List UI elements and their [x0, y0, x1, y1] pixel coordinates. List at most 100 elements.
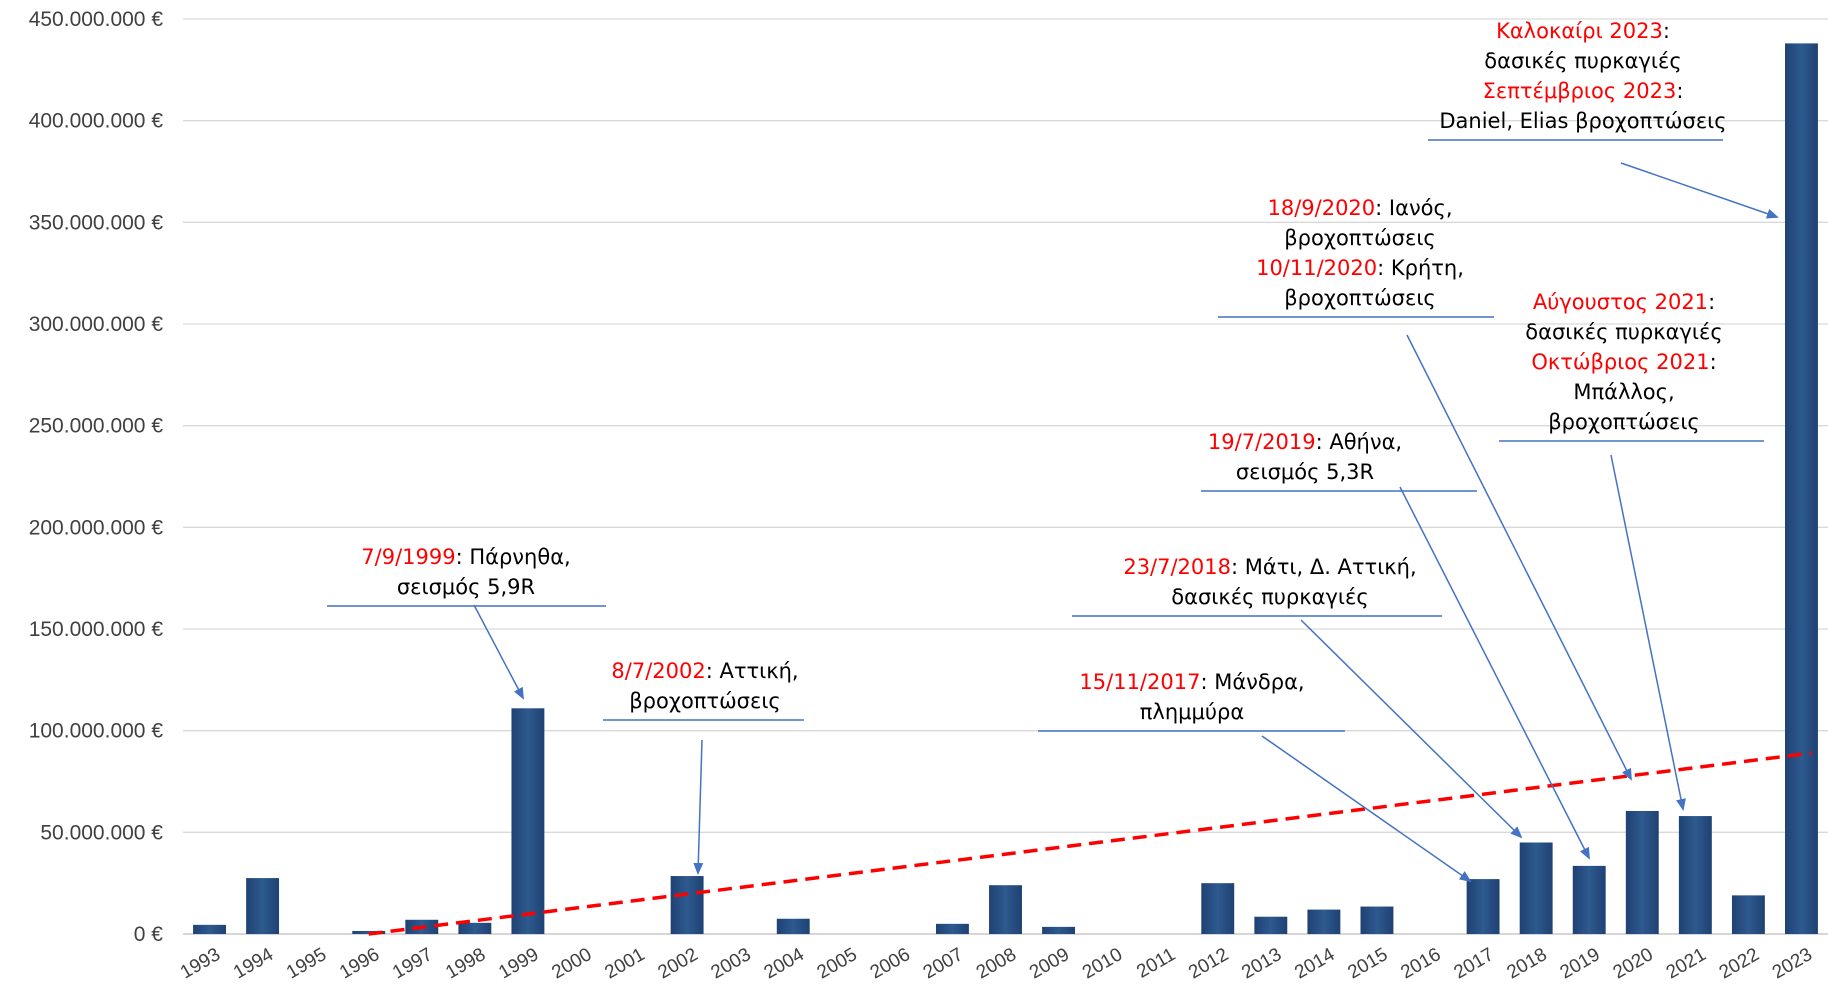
x-tick-label: 2001: [601, 944, 648, 983]
y-tick-label: 150.000.000 €: [29, 618, 164, 641]
annotation-text: πλημμύρα: [1140, 700, 1244, 724]
bar: [1254, 916, 1288, 934]
x-tick-label: 2016: [1397, 944, 1444, 983]
bar: [246, 878, 280, 934]
y-tick-label: 0 €: [134, 923, 164, 946]
x-tick-label: 2003: [708, 944, 755, 983]
bar: [989, 885, 1022, 934]
x-tick-label: 1995: [283, 944, 330, 983]
annotation-text: δασικές πυρκαγιές: [1171, 585, 1368, 609]
annotation-text: 23/7/2018: Μάτι, Δ. Αττική,: [1123, 555, 1416, 579]
x-tick-label: 2008: [973, 944, 1020, 983]
annotation-text: Μπάλλος,: [1573, 380, 1674, 404]
x-tick-label: 2010: [1079, 944, 1126, 983]
annotation-text: δασικές πυρκαγιές: [1525, 320, 1722, 344]
x-tick-label: 2021: [1663, 944, 1710, 983]
annotation-text: βροχοπτώσεις: [1548, 410, 1700, 434]
x-tick-label: 2005: [814, 944, 861, 983]
x-tick-label: 2011: [1133, 944, 1179, 983]
x-tick-label: 2020: [1610, 944, 1657, 983]
annotation-text: βροχοπτώσεις: [1284, 226, 1436, 250]
bar: [511, 708, 545, 934]
bar: [670, 876, 704, 934]
x-tick-label: 2015: [1344, 944, 1391, 983]
x-tick-label: 2023: [1769, 944, 1816, 983]
y-tick-label: 50.000.000 €: [40, 821, 163, 844]
bar: [1519, 842, 1553, 934]
annotation-text: 10/11/2020: Κρήτη,: [1256, 256, 1464, 280]
annotation-text: Καλοκαίρι 2023:: [1496, 19, 1670, 43]
trendline-line: [368, 751, 1812, 936]
x-tick-label: 2006: [867, 944, 914, 983]
trendline: [368, 751, 1812, 936]
annotation-arrow: [1399, 486, 1590, 860]
y-tick-label: 450.000.000 €: [29, 8, 164, 31]
y-tick-label: 300.000.000 €: [29, 313, 164, 336]
bar: [1466, 879, 1500, 934]
annotation-arrow: [1406, 334, 1632, 781]
x-tick-label: 1998: [442, 944, 489, 983]
annotation-text: βροχοπτώσεις: [629, 689, 781, 713]
x-tick-label: 1997: [389, 944, 436, 983]
bar: [1785, 43, 1818, 934]
y-tick-label: 100.000.000 €: [29, 720, 164, 743]
annotation-text: Daniel, Elias βροχοπτώσεις: [1439, 109, 1726, 133]
bar: [1201, 883, 1235, 934]
y-tick-label: 250.000.000 €: [29, 415, 164, 438]
bar: [1678, 816, 1712, 934]
annotation-text: 18/9/2020: Ιανός,: [1267, 196, 1452, 220]
annotation-1999: 7/9/1999: Πάρνηθα, σεισμός 5,9R: [327, 545, 606, 700]
grid-lines: [183, 18, 1828, 935]
y-tick-label: 200.000.000 €: [29, 516, 164, 539]
y-axis: 0 € 50.000.000 € 100.000.000 € 150.000.000 …: [29, 8, 164, 946]
bar: [1572, 865, 1606, 934]
x-tick-label: 2014: [1291, 944, 1338, 984]
bar: [1731, 895, 1765, 934]
annotation-text: σεισμός 5,9R: [397, 575, 535, 599]
annotation-text: Οκτώβριος 2021:: [1531, 350, 1716, 374]
annotation-text: σεισμός 5,3R: [1236, 460, 1374, 484]
x-tick-label: 2017: [1450, 944, 1497, 983]
x-tick-label: 2004: [761, 944, 808, 984]
x-tick-label: 1993: [177, 944, 224, 983]
annotation-text: Αύγουστος 2021:: [1533, 290, 1715, 314]
annotation-2021: Αύγουστος 2021: δασικές πυρκαγιές Οκτώβριο…: [1499, 290, 1764, 811]
bar: [1625, 810, 1659, 934]
bar: [1360, 906, 1394, 934]
bar: [776, 918, 810, 934]
x-tick-label: 2007: [920, 944, 967, 983]
x-tick-label: 2012: [1185, 944, 1232, 983]
x-axis: 1993 1994 1995 1996 1997 1998 1999 2000 2001 2002…: [177, 944, 1816, 984]
x-tick-label: 2022: [1716, 944, 1763, 983]
x-tick-label: 2019: [1557, 944, 1604, 983]
bar: [458, 922, 492, 934]
x-tick-label: 2002: [654, 944, 701, 983]
annotation-text: 8/7/2002: Αττική,: [611, 659, 798, 683]
x-tick-label: 2009: [1026, 944, 1073, 983]
annotation-arrow: [1300, 619, 1523, 839]
annotation-arrow: [473, 604, 524, 700]
annotation-arrow: [1261, 735, 1472, 883]
annotation-text: 15/11/2017: Μάνδρα,: [1079, 670, 1304, 694]
bars: [193, 43, 1818, 934]
bar: [935, 923, 969, 934]
bar: [193, 924, 226, 934]
annotation-text: Σεπτέμβριος 2023:: [1483, 79, 1684, 103]
annotation-2020: 18/9/2020: Ιανός, βροχοπτώσεις 10/11/2020:…: [1218, 196, 1632, 781]
x-tick-label: 1994: [230, 944, 277, 984]
annotation-text: βροχοπτώσεις: [1284, 286, 1436, 310]
annotation-2018: 23/7/2018: Μάτι, Δ. Αττική, δασικές πυρκα…: [1072, 555, 1523, 839]
y-tick-label: 400.000.000 €: [29, 110, 164, 133]
annotation-2017: 15/11/2017: Μάνδρα, πλημμύρα: [1038, 670, 1472, 883]
bar: [1042, 926, 1076, 934]
annotation-2002: 8/7/2002: Αττική, βροχοπτώσεις: [603, 659, 804, 875]
y-tick-label: 350.000.000 €: [29, 211, 164, 234]
annotation-arrow: [1620, 162, 1779, 219]
annotation-2019: 19/7/2019: Αθήνα, σεισμός 5,3R: [1201, 430, 1590, 860]
annotations: 7/9/1999: Πάρνηθα, σεισμός 5,9R 8/7/2002: …: [327, 19, 1779, 883]
annotation-text: 19/7/2019: Αθήνα,: [1208, 430, 1402, 454]
x-tick-label: 2013: [1238, 944, 1285, 983]
x-tick-label: 2000: [548, 944, 595, 983]
annotation-text: 7/9/1999: Πάρνηθα,: [361, 545, 570, 569]
